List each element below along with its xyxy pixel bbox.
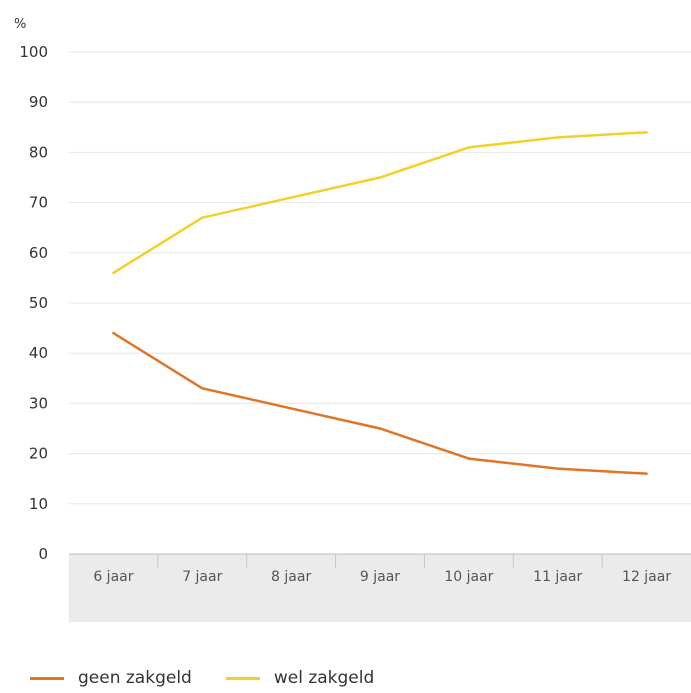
data-point	[645, 472, 648, 475]
data-point	[201, 387, 204, 390]
x-tick-label: 11 jaar	[533, 569, 582, 585]
legend-label-wel-zakgeld: wel zakgeld	[273, 668, 375, 688]
legend-swatch-geen-zakgeld	[30, 676, 64, 680]
data-point	[467, 457, 471, 460]
data-point	[289, 196, 293, 199]
x-axis-tick-labels: 6 jaar 7 jaar 8 jaar 9 jaar 10 jaar 11 jaar 12…	[93, 569, 671, 585]
legend-item-wel-zakgeld: wel zakgeld	[225, 668, 375, 688]
y-tick-label: 20	[29, 445, 48, 463]
y-tick-label: 60	[29, 244, 48, 262]
y-axis-tick-labels: 0 10 20 30 40 50 60 70 80 90 100	[19, 43, 48, 563]
x-tick-label: 12 jaar	[622, 569, 671, 585]
y-tick-label: 100	[19, 43, 48, 61]
y-tick-label: 30	[29, 394, 48, 412]
series-lines	[112, 131, 648, 475]
x-tick-label: 8 jaar	[271, 569, 311, 585]
data-point	[556, 136, 559, 139]
x-axis-band	[69, 554, 691, 622]
legend-swatch-wel-zakgeld	[225, 676, 260, 680]
x-tick-label: 6 jaar	[93, 569, 133, 585]
x-tick-label: 10 jaar	[444, 569, 493, 585]
legend: geen zakgeld wel zakgeld	[30, 668, 408, 688]
legend-item-geen-zakgeld: geen zakgeld	[30, 668, 192, 688]
x-tick-label: 9 jaar	[360, 569, 400, 585]
y-tick-label: 80	[29, 143, 48, 161]
y-tick-label: 10	[29, 495, 48, 513]
data-point	[467, 146, 471, 149]
y-axis-unit-label: %	[14, 17, 26, 32]
legend-label-geen-zakgeld: geen zakgeld	[78, 668, 192, 688]
data-point	[289, 407, 293, 410]
gridlines	[69, 51, 691, 505]
y-tick-label: 70	[29, 194, 48, 212]
data-point	[378, 176, 382, 179]
y-tick-label: 0	[38, 545, 48, 563]
data-point	[645, 131, 648, 134]
x-tick-label: 7 jaar	[182, 569, 222, 585]
data-point	[112, 331, 115, 335]
data-point	[378, 427, 382, 430]
y-tick-label: 40	[29, 344, 48, 362]
y-tick-label: 50	[29, 294, 48, 312]
x-axis-dividers	[157, 554, 603, 568]
data-point	[201, 216, 204, 219]
data-point	[556, 467, 559, 470]
y-tick-label: 90	[29, 93, 48, 111]
data-point	[112, 271, 115, 275]
